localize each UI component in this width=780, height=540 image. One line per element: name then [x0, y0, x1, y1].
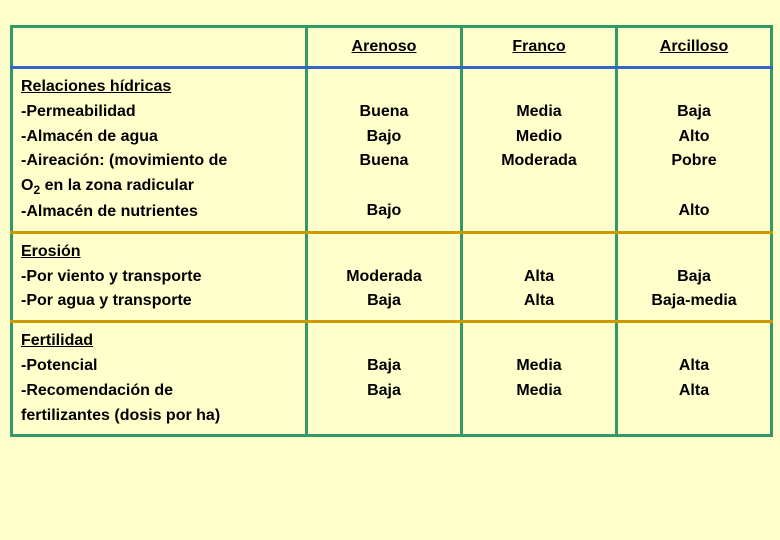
cell-value: Alta [679, 382, 709, 399]
section-fertilidad-labels: Fertilidad -Potencial -Recomendación de … [12, 322, 307, 436]
section-fertilidad-franco: Media Media [462, 322, 617, 436]
section-erosion-franco: Alta Alta [462, 232, 617, 321]
row-label: -Almacén de nutrientes [21, 203, 198, 220]
cell-value: Alto [678, 202, 709, 219]
row-label: -Almacén de agua [21, 128, 158, 145]
cell-value: Baja-media [651, 292, 736, 309]
cell-value: Bajo [367, 202, 402, 219]
cell-value: Media [516, 103, 561, 120]
header-empty [12, 27, 307, 68]
section-erosion-arcilloso: Baja Baja-media [617, 232, 772, 321]
header-franco: Franco [462, 27, 617, 68]
header-arenoso: Arenoso [307, 27, 462, 68]
cell-value: Media [516, 382, 561, 399]
section-erosion-labels: Erosión -Por viento y transporte -Por ag… [12, 232, 307, 321]
cell-value: Buena [360, 103, 409, 120]
cell-value: Baja [367, 357, 401, 374]
section-hidricas: Relaciones hídricas -Permeabilidad -Alma… [12, 68, 772, 233]
row-label: -Por agua y transporte [21, 292, 192, 309]
row-label: -Por viento y transporte [21, 268, 201, 285]
cell-value: Alta [679, 357, 709, 374]
row-label: O2 en la zona radicular [21, 177, 194, 194]
header-arcilloso: Arcilloso [617, 27, 772, 68]
cell-value: Moderada [501, 152, 577, 169]
section-hidricas-arenoso: Buena Bajo Buena Bajo [307, 68, 462, 233]
page-container: Arenoso Franco Arcilloso Relaciones hídr… [0, 0, 780, 462]
cell-value: Alto [678, 128, 709, 145]
cell-value: Bajo [367, 128, 402, 145]
table-header-row: Arenoso Franco Arcilloso [12, 27, 772, 68]
section-erosion-arenoso: Moderada Baja [307, 232, 462, 321]
cell-value: Medio [516, 128, 562, 145]
cell-value: Alta [524, 268, 554, 285]
row-label: -Recomendación de [21, 382, 173, 399]
cell-value: Baja [677, 268, 711, 285]
section-fertilidad: Fertilidad -Potencial -Recomendación de … [12, 322, 772, 436]
section-hidricas-arcilloso: Baja Alto Pobre Alto [617, 68, 772, 233]
cell-value: Baja [367, 382, 401, 399]
section-erosion: Erosión -Por viento y transporte -Por ag… [12, 232, 772, 321]
cell-value: Media [516, 357, 561, 374]
row-label: -Potencial [21, 357, 97, 374]
row-label: -Aireación: (movimiento de [21, 152, 227, 169]
cell-value: Alta [524, 292, 554, 309]
cell-value: Baja [677, 103, 711, 120]
cell-value: Moderada [346, 268, 422, 285]
section-fertilidad-arcilloso: Alta Alta [617, 322, 772, 436]
section-title-fertilidad: Fertilidad [21, 332, 93, 349]
row-label: -Permeabilidad [21, 103, 136, 120]
section-hidricas-franco: Media Medio Moderada [462, 68, 617, 233]
section-fertilidad-arenoso: Baja Baja [307, 322, 462, 436]
section-hidricas-labels: Relaciones hídricas -Permeabilidad -Alma… [12, 68, 307, 233]
cell-value: Buena [360, 152, 409, 169]
soil-comparison-table: Arenoso Franco Arcilloso Relaciones hídr… [10, 25, 773, 437]
section-title-erosion: Erosión [21, 243, 81, 260]
section-title-hidricas: Relaciones hídricas [21, 78, 171, 95]
row-label: fertilizantes (dosis por ha) [21, 407, 220, 424]
cell-value: Pobre [671, 152, 716, 169]
cell-value: Baja [367, 292, 401, 309]
